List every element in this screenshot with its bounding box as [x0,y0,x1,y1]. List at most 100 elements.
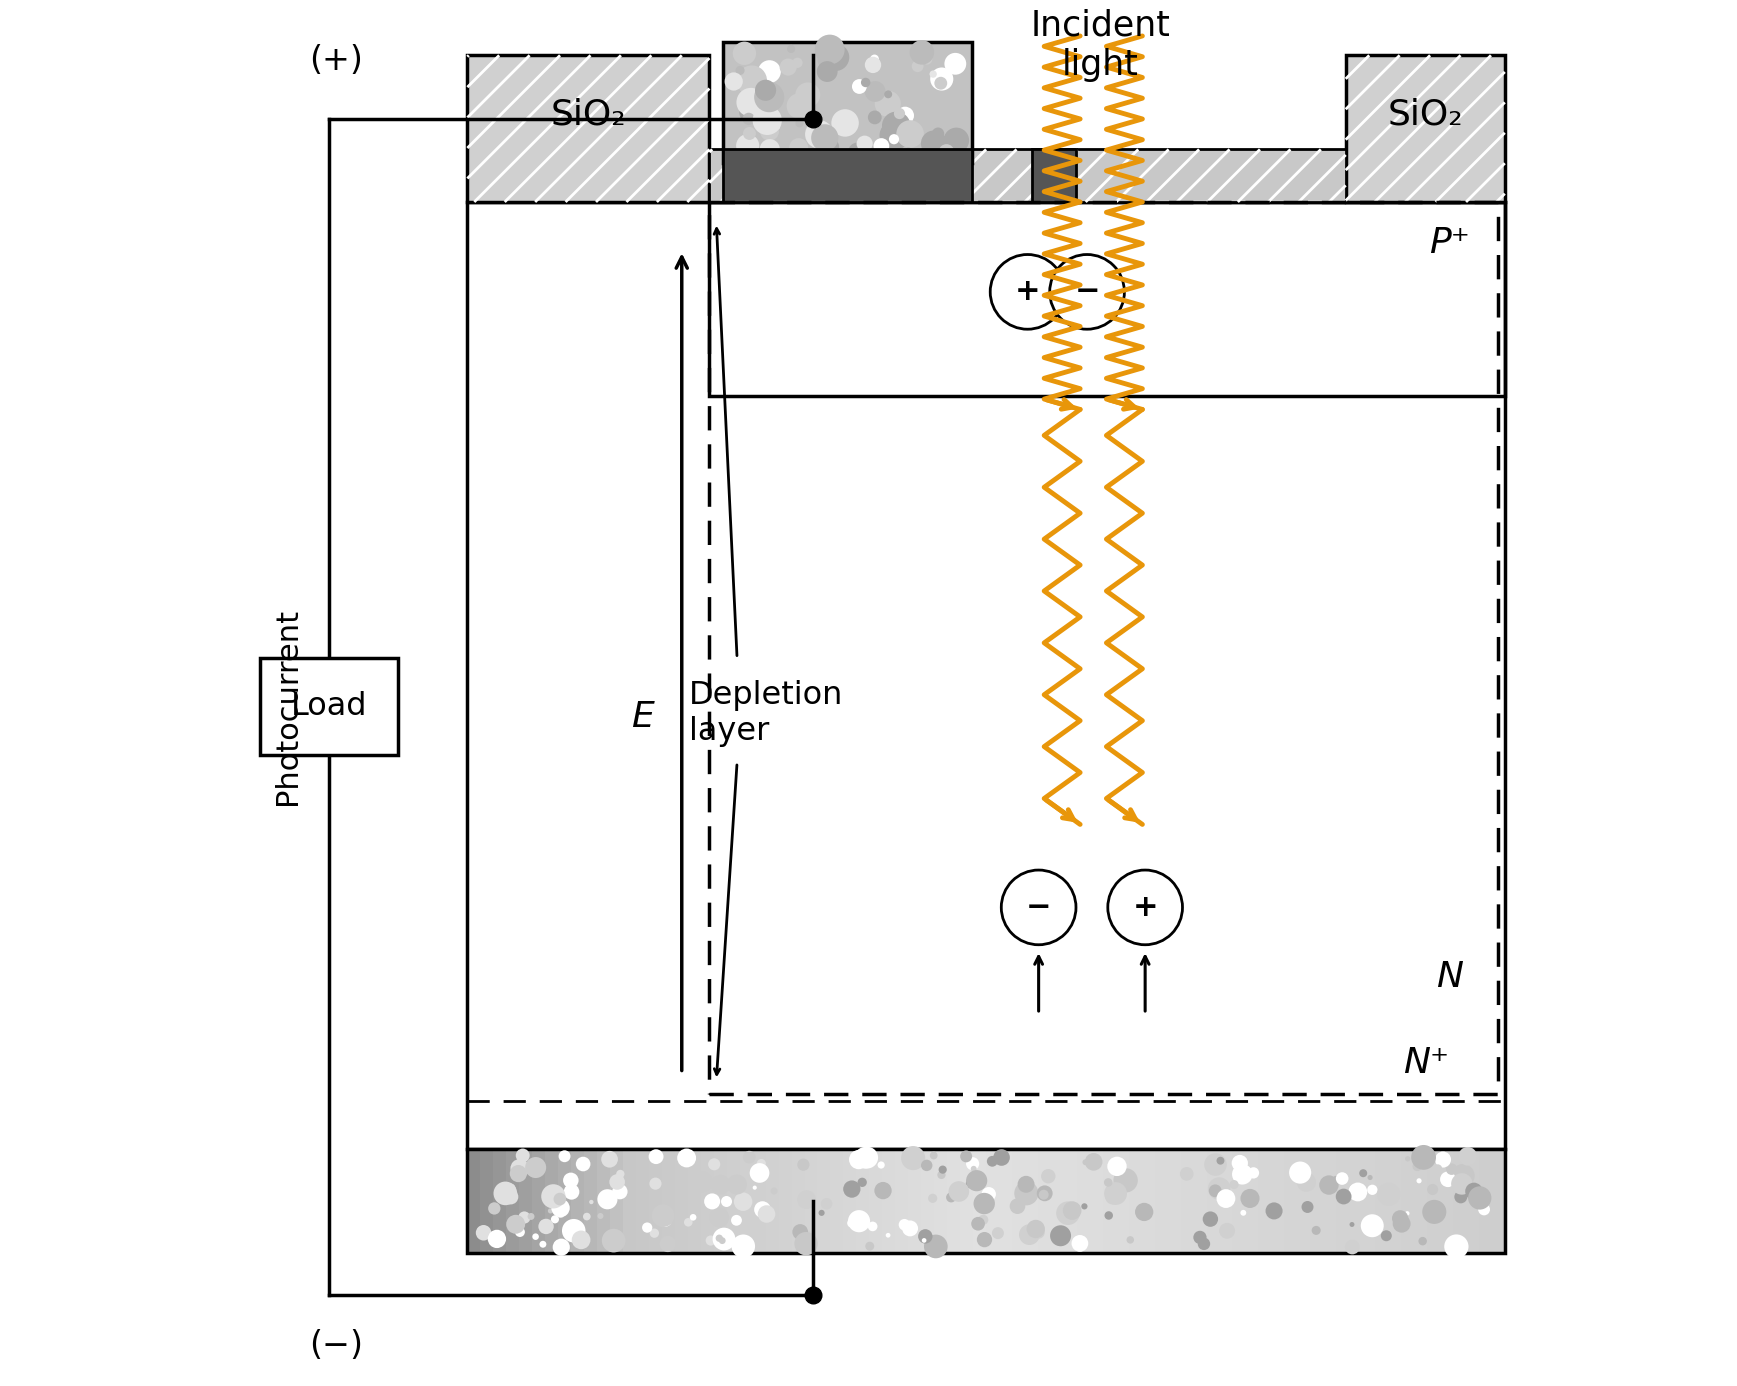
Circle shape [1336,1173,1348,1185]
Text: (−): (−) [309,1329,363,1362]
Bar [921,1149,935,1253]
Circle shape [1106,1157,1127,1177]
Circle shape [757,1206,775,1222]
Circle shape [1266,1203,1282,1220]
Circle shape [1207,1177,1230,1200]
Circle shape [1199,1238,1211,1250]
Bar [467,1149,481,1253]
Bar [1155,1149,1167,1253]
Circle shape [1202,1211,1218,1227]
Bar [987,1149,999,1253]
Circle shape [1040,1168,1056,1184]
Bar [1115,1149,1129,1253]
Circle shape [716,1235,723,1242]
Circle shape [1369,1225,1379,1235]
Circle shape [565,1184,580,1200]
Circle shape [1105,1178,1112,1186]
Circle shape [540,1240,547,1247]
Circle shape [1466,1182,1483,1200]
Circle shape [540,1220,549,1229]
Bar [709,150,1346,202]
Circle shape [1350,1222,1355,1227]
Circle shape [742,112,756,125]
Circle shape [1367,1185,1377,1195]
Circle shape [735,67,745,75]
Bar [610,1149,624,1253]
Bar [709,202,1497,1094]
Bar [723,150,973,202]
Bar [1350,1149,1362,1253]
Bar [545,1149,558,1253]
Circle shape [1298,1173,1317,1192]
Circle shape [1358,1170,1367,1177]
Bar [1452,1149,1466,1253]
Text: SiO₂: SiO₂ [1388,98,1463,132]
Circle shape [1459,1148,1476,1166]
Circle shape [1072,1235,1089,1252]
Circle shape [651,1204,674,1227]
Circle shape [1056,1202,1080,1225]
Circle shape [1037,1185,1053,1202]
Bar [624,1149,636,1253]
Bar [1089,1149,1103,1253]
Circle shape [733,1192,752,1211]
Circle shape [794,1232,818,1256]
Circle shape [1127,1236,1134,1243]
Circle shape [848,143,867,161]
Circle shape [493,1181,518,1206]
Circle shape [874,139,889,154]
Circle shape [736,134,759,157]
Circle shape [884,90,893,98]
Circle shape [719,1238,726,1245]
Circle shape [1405,1211,1409,1216]
Circle shape [643,1222,653,1232]
Bar [584,1149,598,1253]
Circle shape [1367,1175,1372,1179]
Bar [467,202,1504,1149]
Bar [467,55,709,202]
Circle shape [882,112,910,140]
Text: N⁺: N⁺ [1403,1046,1449,1080]
Circle shape [886,1234,891,1238]
Circle shape [743,82,750,87]
Circle shape [650,1228,658,1238]
Circle shape [931,68,954,90]
Bar [505,1149,519,1253]
Bar [700,1149,714,1253]
Circle shape [792,58,802,68]
Circle shape [978,1214,988,1225]
Circle shape [842,1181,860,1198]
Circle shape [856,1146,879,1168]
Circle shape [945,53,966,75]
Bar [723,42,973,164]
Circle shape [771,1188,778,1195]
Bar [1051,1149,1063,1253]
Circle shape [733,42,756,65]
Circle shape [724,72,743,90]
Circle shape [902,1221,919,1236]
Circle shape [1410,1145,1436,1170]
Circle shape [556,1209,565,1218]
Circle shape [709,1159,721,1170]
Bar [1219,1149,1233,1253]
Circle shape [554,1193,566,1206]
Text: P⁺: P⁺ [1430,226,1470,261]
Circle shape [750,1163,769,1182]
Circle shape [511,1159,530,1178]
Circle shape [865,1242,874,1250]
Circle shape [935,76,947,90]
Bar [726,1149,740,1253]
Circle shape [1334,1175,1337,1181]
Circle shape [792,1224,808,1240]
Bar [818,1149,830,1253]
Bar [766,1149,778,1253]
Circle shape [1360,1214,1384,1238]
Circle shape [787,44,796,53]
Bar [1428,1149,1440,1253]
Circle shape [938,1171,945,1179]
Circle shape [796,82,820,108]
Bar [1466,1149,1478,1253]
Circle shape [1450,1173,1473,1195]
Bar [467,1149,1504,1253]
Circle shape [747,128,752,134]
